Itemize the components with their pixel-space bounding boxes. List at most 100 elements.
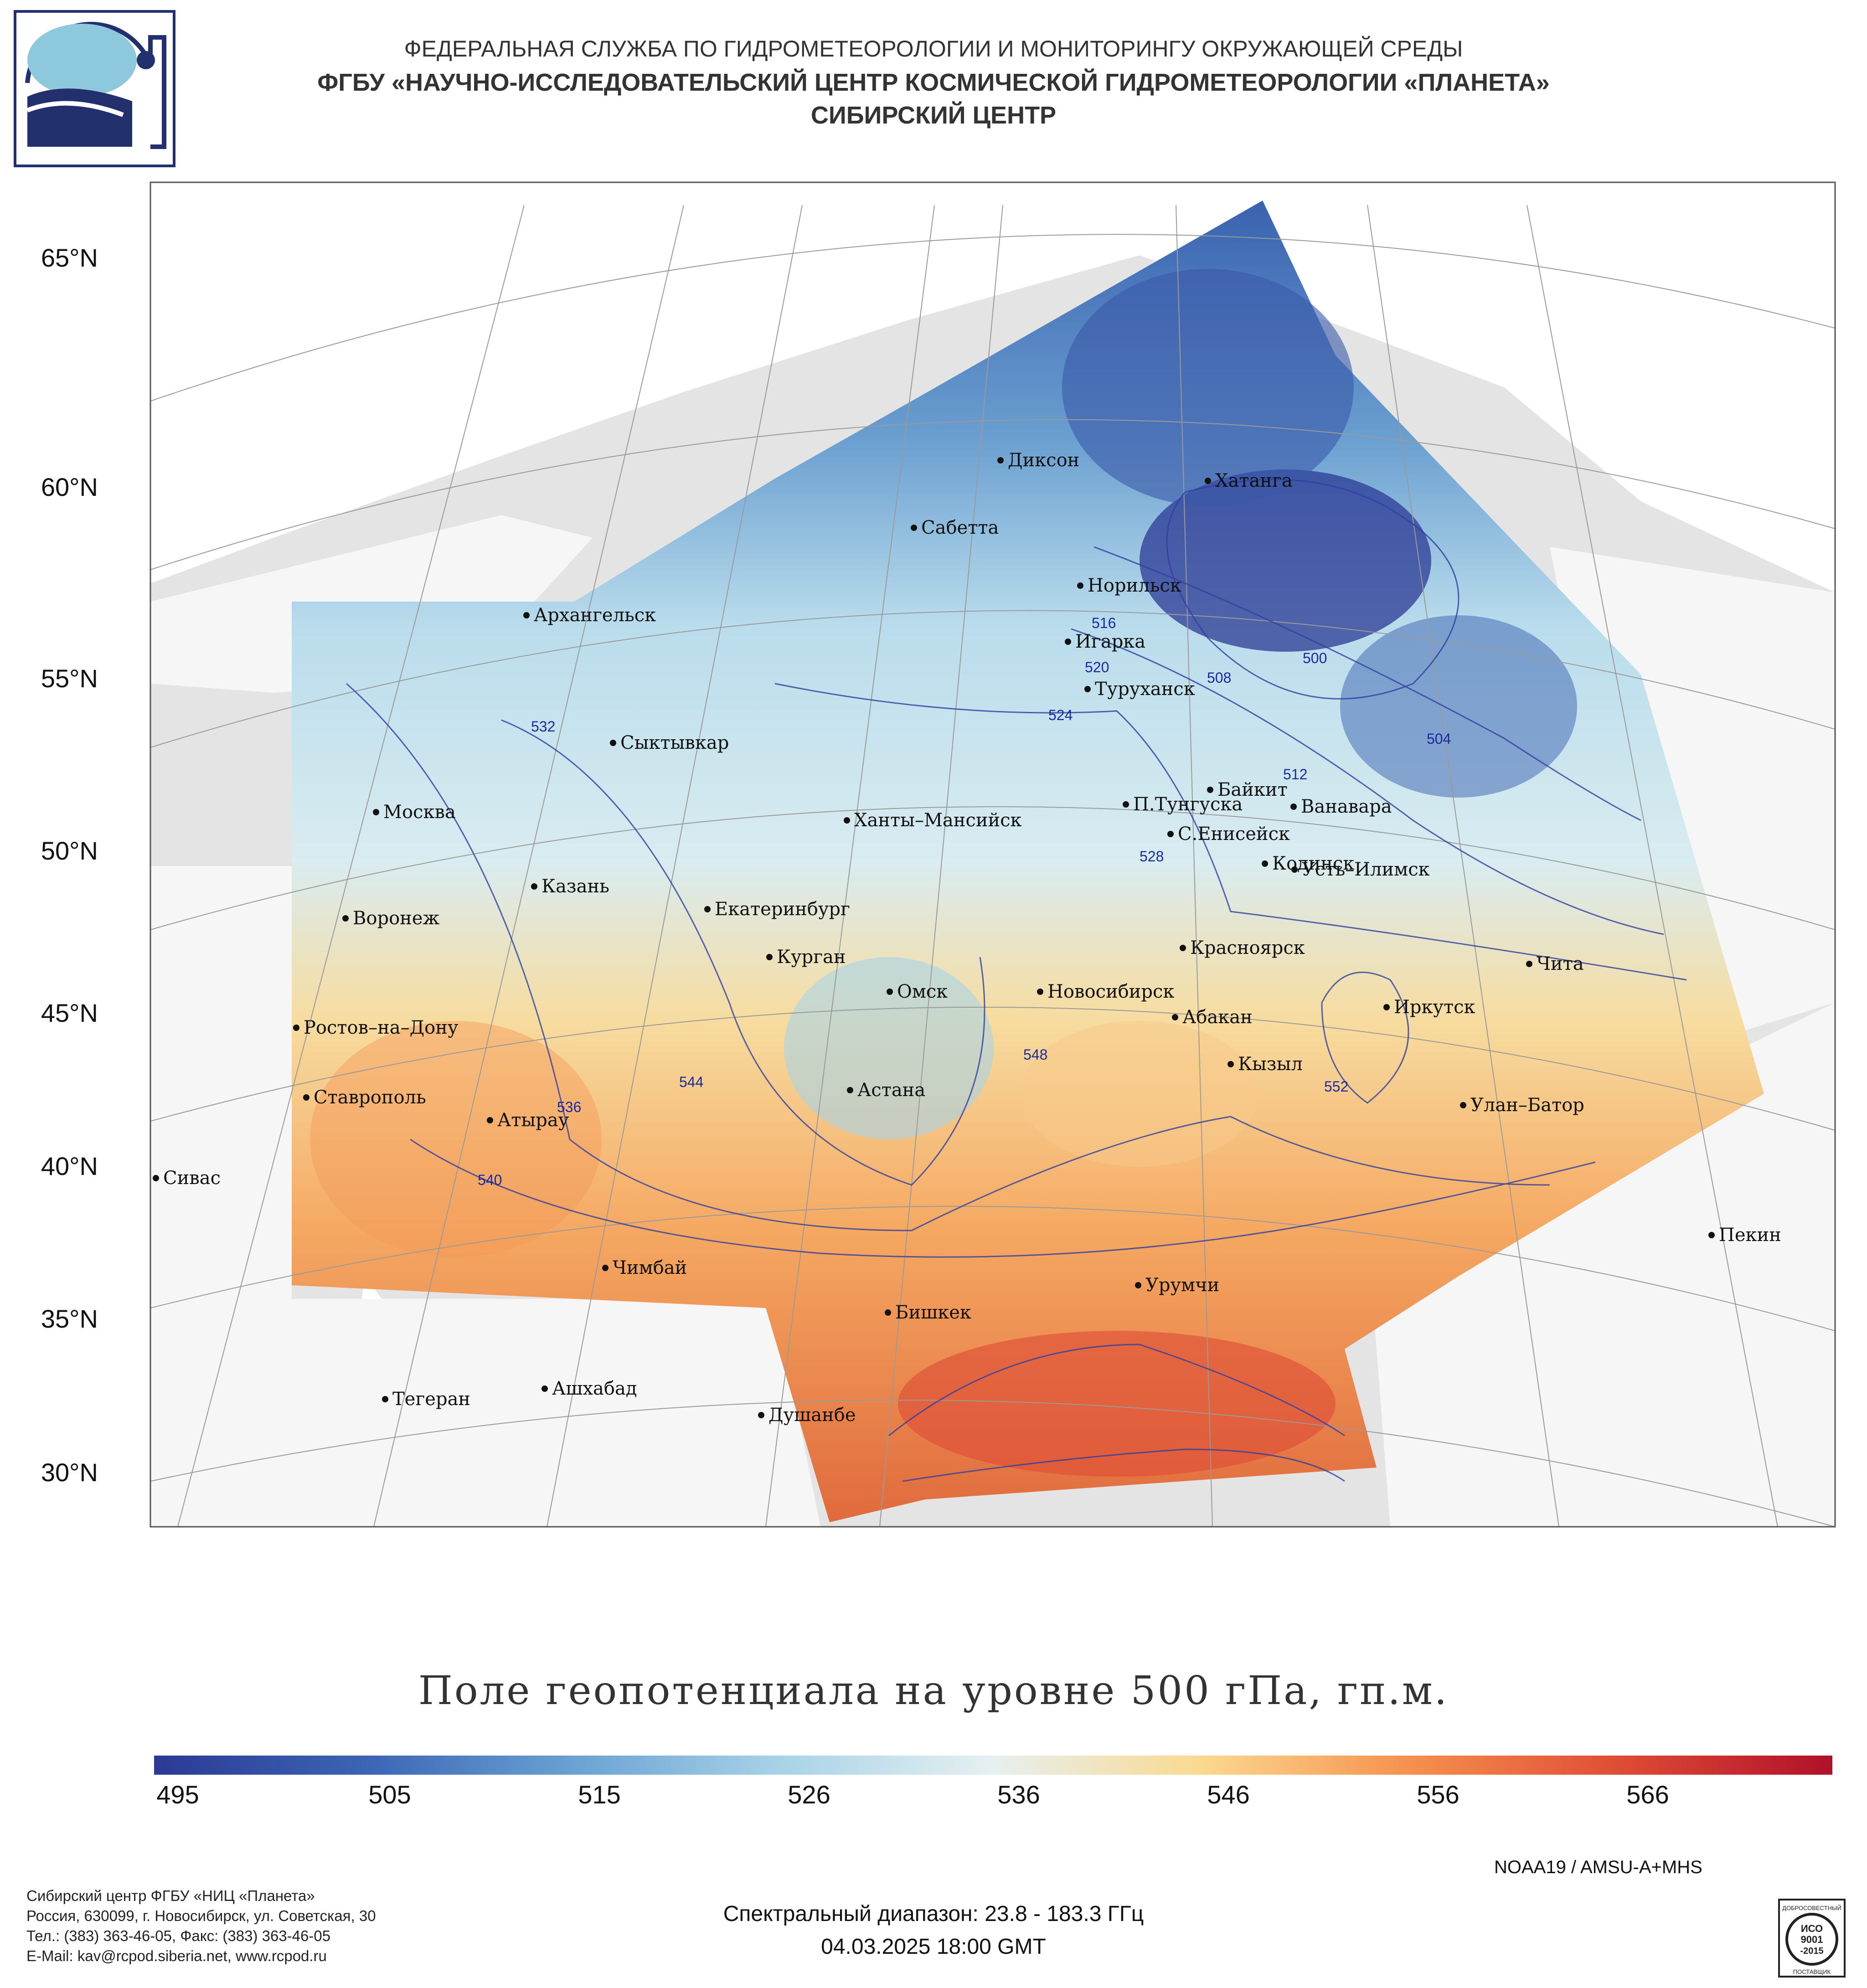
city-label: Кызыл bbox=[1238, 1054, 1303, 1075]
land-southeast bbox=[1367, 1003, 1835, 1527]
city-label: Екатеринбург bbox=[715, 899, 850, 920]
city-label: Байкит bbox=[1217, 779, 1288, 800]
city-marker: Новосибирск bbox=[1037, 981, 1174, 1002]
city-marker: Кызыл bbox=[1227, 1054, 1303, 1075]
graticule bbox=[150, 205, 1835, 1527]
city-label: Игарка bbox=[1075, 631, 1145, 652]
colorbar bbox=[154, 1756, 1832, 1775]
city-label: Кодинск bbox=[1272, 853, 1354, 874]
agency-title: ФЕДЕРАЛЬНАЯ СЛУЖБА ПО ГИДРОМЕТЕОРОЛОГИИ … bbox=[404, 36, 1463, 62]
city-label: Красноярск bbox=[1190, 937, 1305, 958]
city-marker: П.Тунгуска bbox=[1123, 794, 1243, 815]
city-marker: Диксон bbox=[997, 450, 1079, 471]
contour-label: 508 bbox=[1207, 670, 1231, 686]
city-label: Бишкек bbox=[895, 1302, 971, 1323]
contour-label: 548 bbox=[1023, 1046, 1047, 1063]
contour-label: 524 bbox=[1048, 707, 1073, 723]
arctic-ocean bbox=[150, 182, 1835, 592]
svg-text:ПОСТАВЩИК: ПОСТАВЩИК bbox=[1793, 1968, 1831, 1975]
footer-line: Россия, 630099, г. Новосибирск, ул. Сове… bbox=[26, 1907, 376, 1924]
city-label: Хатанга bbox=[1215, 470, 1293, 491]
city-marker: Сыктывкар bbox=[610, 732, 729, 753]
city-label: Воронеж bbox=[353, 908, 439, 929]
city-marker: Ванавара bbox=[1290, 796, 1392, 817]
contour-lines bbox=[346, 479, 1687, 1482]
footer-line: Сибирский центр ФГБУ «НИЦ «Планета» bbox=[26, 1887, 315, 1904]
center-title: ФГБУ «НАУЧНО-ИССЛЕДОВАТЕЛЬСКИЙ ЦЕНТР КОС… bbox=[317, 69, 1550, 96]
city-marker: Улан–Батор bbox=[1460, 1095, 1584, 1116]
footer-contacts: Сибирский центр ФГБУ «НИЦ «Планета» Росс… bbox=[26, 1886, 376, 1966]
city-marker: Ставрополь bbox=[303, 1087, 426, 1108]
land-southwest bbox=[150, 1299, 820, 1527]
city-label: Атырау bbox=[497, 1110, 569, 1131]
branch-title: СИБИРСКИЙ ЦЕНТР bbox=[810, 102, 1057, 129]
city-marker: Казань bbox=[531, 876, 609, 897]
colorbar-tick-label: 495 bbox=[156, 1780, 199, 1809]
colorbar-tick-label: 515 bbox=[578, 1780, 621, 1809]
city-marker: Норильск bbox=[1077, 575, 1181, 596]
city-label: Чита bbox=[1537, 953, 1584, 974]
city-label: Ханты–Мансийск bbox=[854, 810, 1022, 831]
city-label: Казань bbox=[542, 876, 609, 897]
city-label: Чимбай bbox=[613, 1257, 687, 1278]
svg-text:ИСО: ИСО bbox=[1801, 1923, 1823, 1934]
city-marker: Сабетта bbox=[911, 517, 999, 538]
city-label: Пекин bbox=[1719, 1225, 1781, 1246]
city-label: Новосибирск bbox=[1047, 981, 1174, 1002]
city-label: Тегеран bbox=[392, 1389, 470, 1410]
city-marker: Чимбай bbox=[602, 1257, 687, 1278]
contour-label: 552 bbox=[1324, 1078, 1348, 1095]
contour-label: 500 bbox=[1303, 650, 1327, 666]
colorbar-tick-label: 505 bbox=[368, 1780, 411, 1809]
satellite-label: NOAA19 / AMSU-A+MHS bbox=[1494, 1857, 1702, 1877]
map-title: Поле геопотенциала на уровне 500 гПа, гп… bbox=[418, 1668, 1449, 1714]
contour-label: 504 bbox=[1427, 731, 1451, 747]
contour-label: 540 bbox=[478, 1172, 502, 1188]
city-marker: Атырау bbox=[487, 1110, 569, 1131]
cities: Диксон Хатанга Сабетта Норильск Игарка Туруха… bbox=[153, 450, 1781, 1426]
colorbar-tick-label: 566 bbox=[1626, 1780, 1669, 1809]
city-label: Туруханск bbox=[1095, 679, 1195, 700]
city-label: Ростов–на–Дону bbox=[304, 1017, 459, 1038]
iso-certificate-badge: ДОБРОСОВЕСТНЫЙ ИСО 9001 -2015 ПОСТАВЩИК bbox=[1778, 1899, 1846, 1978]
city-label: Сыктывкар bbox=[620, 732, 729, 753]
contour-label: 516 bbox=[1092, 615, 1116, 631]
city-label: Ставрополь bbox=[314, 1087, 426, 1108]
city-marker: Екатеринбург bbox=[704, 899, 850, 920]
observation-datetime: 04.03.2025 18:00 GMT bbox=[821, 1935, 1046, 1959]
city-marker: Усть–Илимск bbox=[1291, 859, 1430, 880]
latitude-label: 60°N bbox=[41, 473, 98, 501]
colorbar-tick-label: 536 bbox=[997, 1780, 1040, 1809]
city-label: Ванавара bbox=[1301, 796, 1392, 817]
map-frame bbox=[150, 181, 1836, 1528]
contour-labels: 500 504 508 512 516 520 524 528 532 536 540 544 548 5… bbox=[478, 615, 1451, 1188]
colorbar-tick-label: 556 bbox=[1417, 1780, 1460, 1809]
city-marker: Игарка bbox=[1065, 631, 1145, 652]
contour-label: 544 bbox=[679, 1074, 703, 1090]
latitude-label: 30°N bbox=[41, 1458, 98, 1487]
city-label: Абакан bbox=[1182, 1007, 1253, 1028]
city-label: Омск bbox=[897, 981, 948, 1002]
city-label: Диксон bbox=[1008, 450, 1079, 471]
contour-label: 520 bbox=[1085, 659, 1109, 675]
city-label: С.Енисейск bbox=[1178, 824, 1290, 845]
city-marker: Туруханск bbox=[1084, 679, 1195, 700]
latitude-label: 50°N bbox=[41, 836, 98, 865]
svg-text:9001: 9001 bbox=[1801, 1934, 1823, 1945]
city-label: Архангельск bbox=[534, 605, 656, 626]
city-marker: Душанбе bbox=[758, 1405, 856, 1426]
colorbar-tick-label: 526 bbox=[788, 1780, 830, 1809]
latitude-label: 55°N bbox=[41, 664, 98, 693]
city-marker: Москва bbox=[373, 802, 456, 823]
latitude-label: 45°N bbox=[41, 999, 98, 1027]
city-label: Душанбе bbox=[768, 1405, 856, 1426]
city-marker: Курган bbox=[766, 947, 846, 968]
colorbar-tick-label: 546 bbox=[1207, 1780, 1250, 1809]
city-marker: Ашхабад bbox=[542, 1378, 637, 1399]
latitude-label: 40°N bbox=[41, 1152, 98, 1180]
city-marker: Бишкек bbox=[885, 1302, 971, 1323]
contour-label: 536 bbox=[557, 1099, 581, 1115]
city-marker: Тегеран bbox=[382, 1389, 470, 1410]
footer-line: E-Mail: kav@rcpod.siberia.net, www.rcpod… bbox=[26, 1947, 327, 1964]
